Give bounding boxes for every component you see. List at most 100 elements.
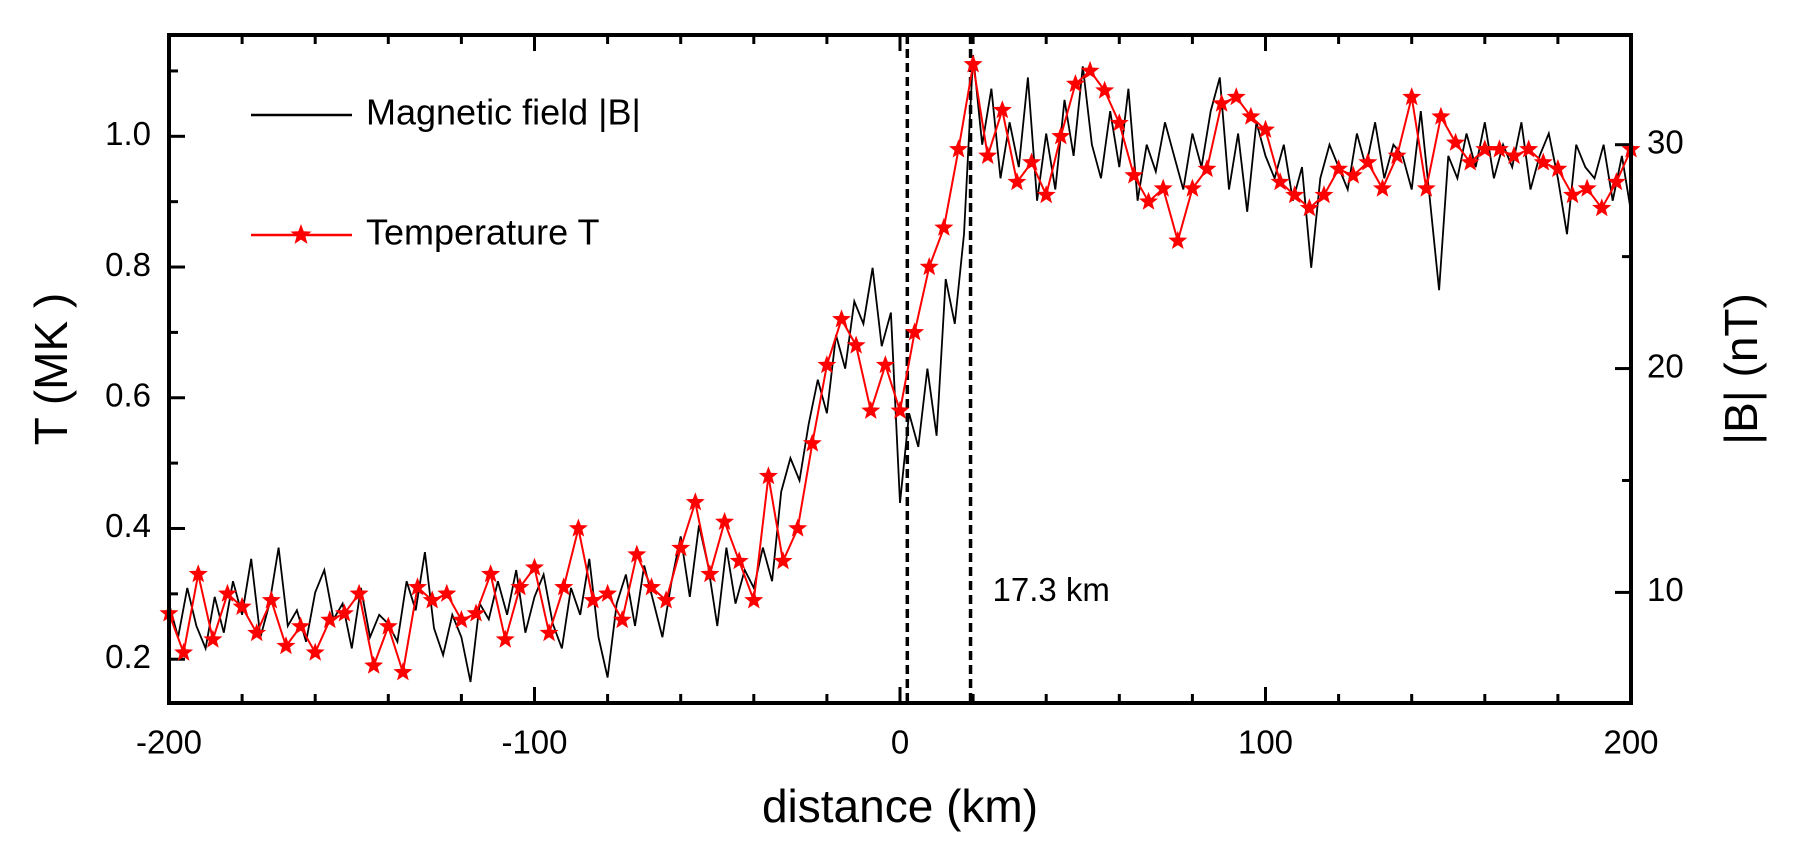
star-marker xyxy=(1036,185,1056,204)
star-marker xyxy=(466,603,486,622)
star-marker xyxy=(554,577,574,596)
star-marker xyxy=(583,590,603,609)
star-marker xyxy=(1080,60,1100,79)
star-marker xyxy=(451,610,471,629)
star-marker xyxy=(247,623,267,642)
star-marker xyxy=(729,551,749,570)
star-marker xyxy=(1241,106,1261,125)
star-marker xyxy=(393,662,413,681)
star-marker xyxy=(1285,185,1305,204)
star-marker xyxy=(1431,106,1451,125)
star-marker xyxy=(861,400,881,419)
star-marker xyxy=(1051,126,1071,145)
star-marker xyxy=(1065,74,1085,93)
y-tick-label: 1.0 xyxy=(105,115,151,152)
star-marker xyxy=(1124,165,1144,184)
star-marker xyxy=(671,538,691,557)
star-marker xyxy=(334,603,354,622)
star-marker xyxy=(598,583,618,602)
star-marker xyxy=(1592,198,1612,217)
series-line xyxy=(169,64,1631,673)
star-marker xyxy=(1402,87,1422,106)
star-marker xyxy=(1387,145,1407,164)
y2-tick-label: 30 xyxy=(1647,123,1684,160)
star-marker xyxy=(1475,139,1495,158)
series-line xyxy=(169,55,1631,683)
star-marker xyxy=(437,583,457,602)
star-marker xyxy=(1256,119,1275,138)
y2-tick-label: 20 xyxy=(1647,347,1684,384)
star-marker xyxy=(773,551,793,570)
star-marker xyxy=(1226,87,1246,106)
x-tick-label: 200 xyxy=(1603,724,1658,761)
star-marker xyxy=(408,577,428,596)
star-marker xyxy=(1329,159,1349,178)
star-marker xyxy=(232,596,252,615)
star-marker xyxy=(261,590,281,609)
star-marker xyxy=(817,355,837,374)
x-tick-label: 100 xyxy=(1238,724,1293,761)
annotation: 17.3 km xyxy=(993,571,1110,608)
star-marker xyxy=(378,616,398,635)
star-marker xyxy=(188,564,208,583)
star-marker xyxy=(364,655,384,674)
star-marker xyxy=(1139,191,1159,210)
star-marker xyxy=(1563,185,1582,204)
y-tick-label: 0.2 xyxy=(105,638,151,675)
star-marker xyxy=(744,590,764,609)
star-marker xyxy=(291,616,311,635)
star-marker xyxy=(1270,172,1290,191)
star-marker xyxy=(758,466,778,485)
star-marker xyxy=(495,629,515,648)
star-marker xyxy=(1606,172,1626,191)
star-marker xyxy=(218,583,237,602)
star-marker xyxy=(1109,113,1129,132)
star-marker xyxy=(890,400,910,419)
star-marker xyxy=(349,583,369,602)
star-marker xyxy=(1343,165,1363,184)
star-marker xyxy=(627,544,647,563)
x-tick-label: 0 xyxy=(891,724,909,761)
star-marker xyxy=(1460,152,1480,171)
star-marker xyxy=(568,518,588,537)
star-marker xyxy=(846,335,866,354)
star-marker xyxy=(802,433,822,452)
star-marker xyxy=(1519,139,1539,158)
star-marker xyxy=(1489,139,1509,158)
star-marker xyxy=(1182,178,1202,197)
star-marker xyxy=(656,590,676,609)
star-marker xyxy=(1533,152,1553,171)
star-marker xyxy=(320,610,340,629)
plot-frame xyxy=(167,33,1633,705)
star-marker xyxy=(949,139,968,158)
star-marker xyxy=(1197,159,1217,178)
star-marker xyxy=(203,629,223,648)
y-tick-label: 0.6 xyxy=(105,376,151,413)
star-marker xyxy=(1299,198,1319,217)
star-marker xyxy=(1212,93,1232,112)
star-marker xyxy=(1314,185,1334,204)
star-marker xyxy=(1372,178,1392,197)
x-axis-label: distance (km) xyxy=(762,780,1038,832)
star-marker xyxy=(1577,178,1597,197)
star-marker xyxy=(963,54,983,73)
star-marker xyxy=(875,355,895,374)
star-marker xyxy=(905,322,925,341)
star-marker xyxy=(715,511,735,530)
star-marker xyxy=(934,217,954,236)
legend-label: Magnetic field |B| xyxy=(366,92,641,133)
star-marker xyxy=(1022,152,1042,171)
legend-marker xyxy=(290,224,312,244)
star-marker xyxy=(788,518,808,537)
x-tick-label: -200 xyxy=(136,724,202,761)
star-marker xyxy=(305,642,325,661)
star-marker xyxy=(510,577,530,596)
star-marker xyxy=(919,257,939,276)
star-marker xyxy=(978,145,998,164)
x-tick-label: -100 xyxy=(501,724,567,761)
star-marker xyxy=(1153,178,1173,197)
y-tick-label: 0.4 xyxy=(105,507,151,544)
star-marker xyxy=(832,309,851,328)
